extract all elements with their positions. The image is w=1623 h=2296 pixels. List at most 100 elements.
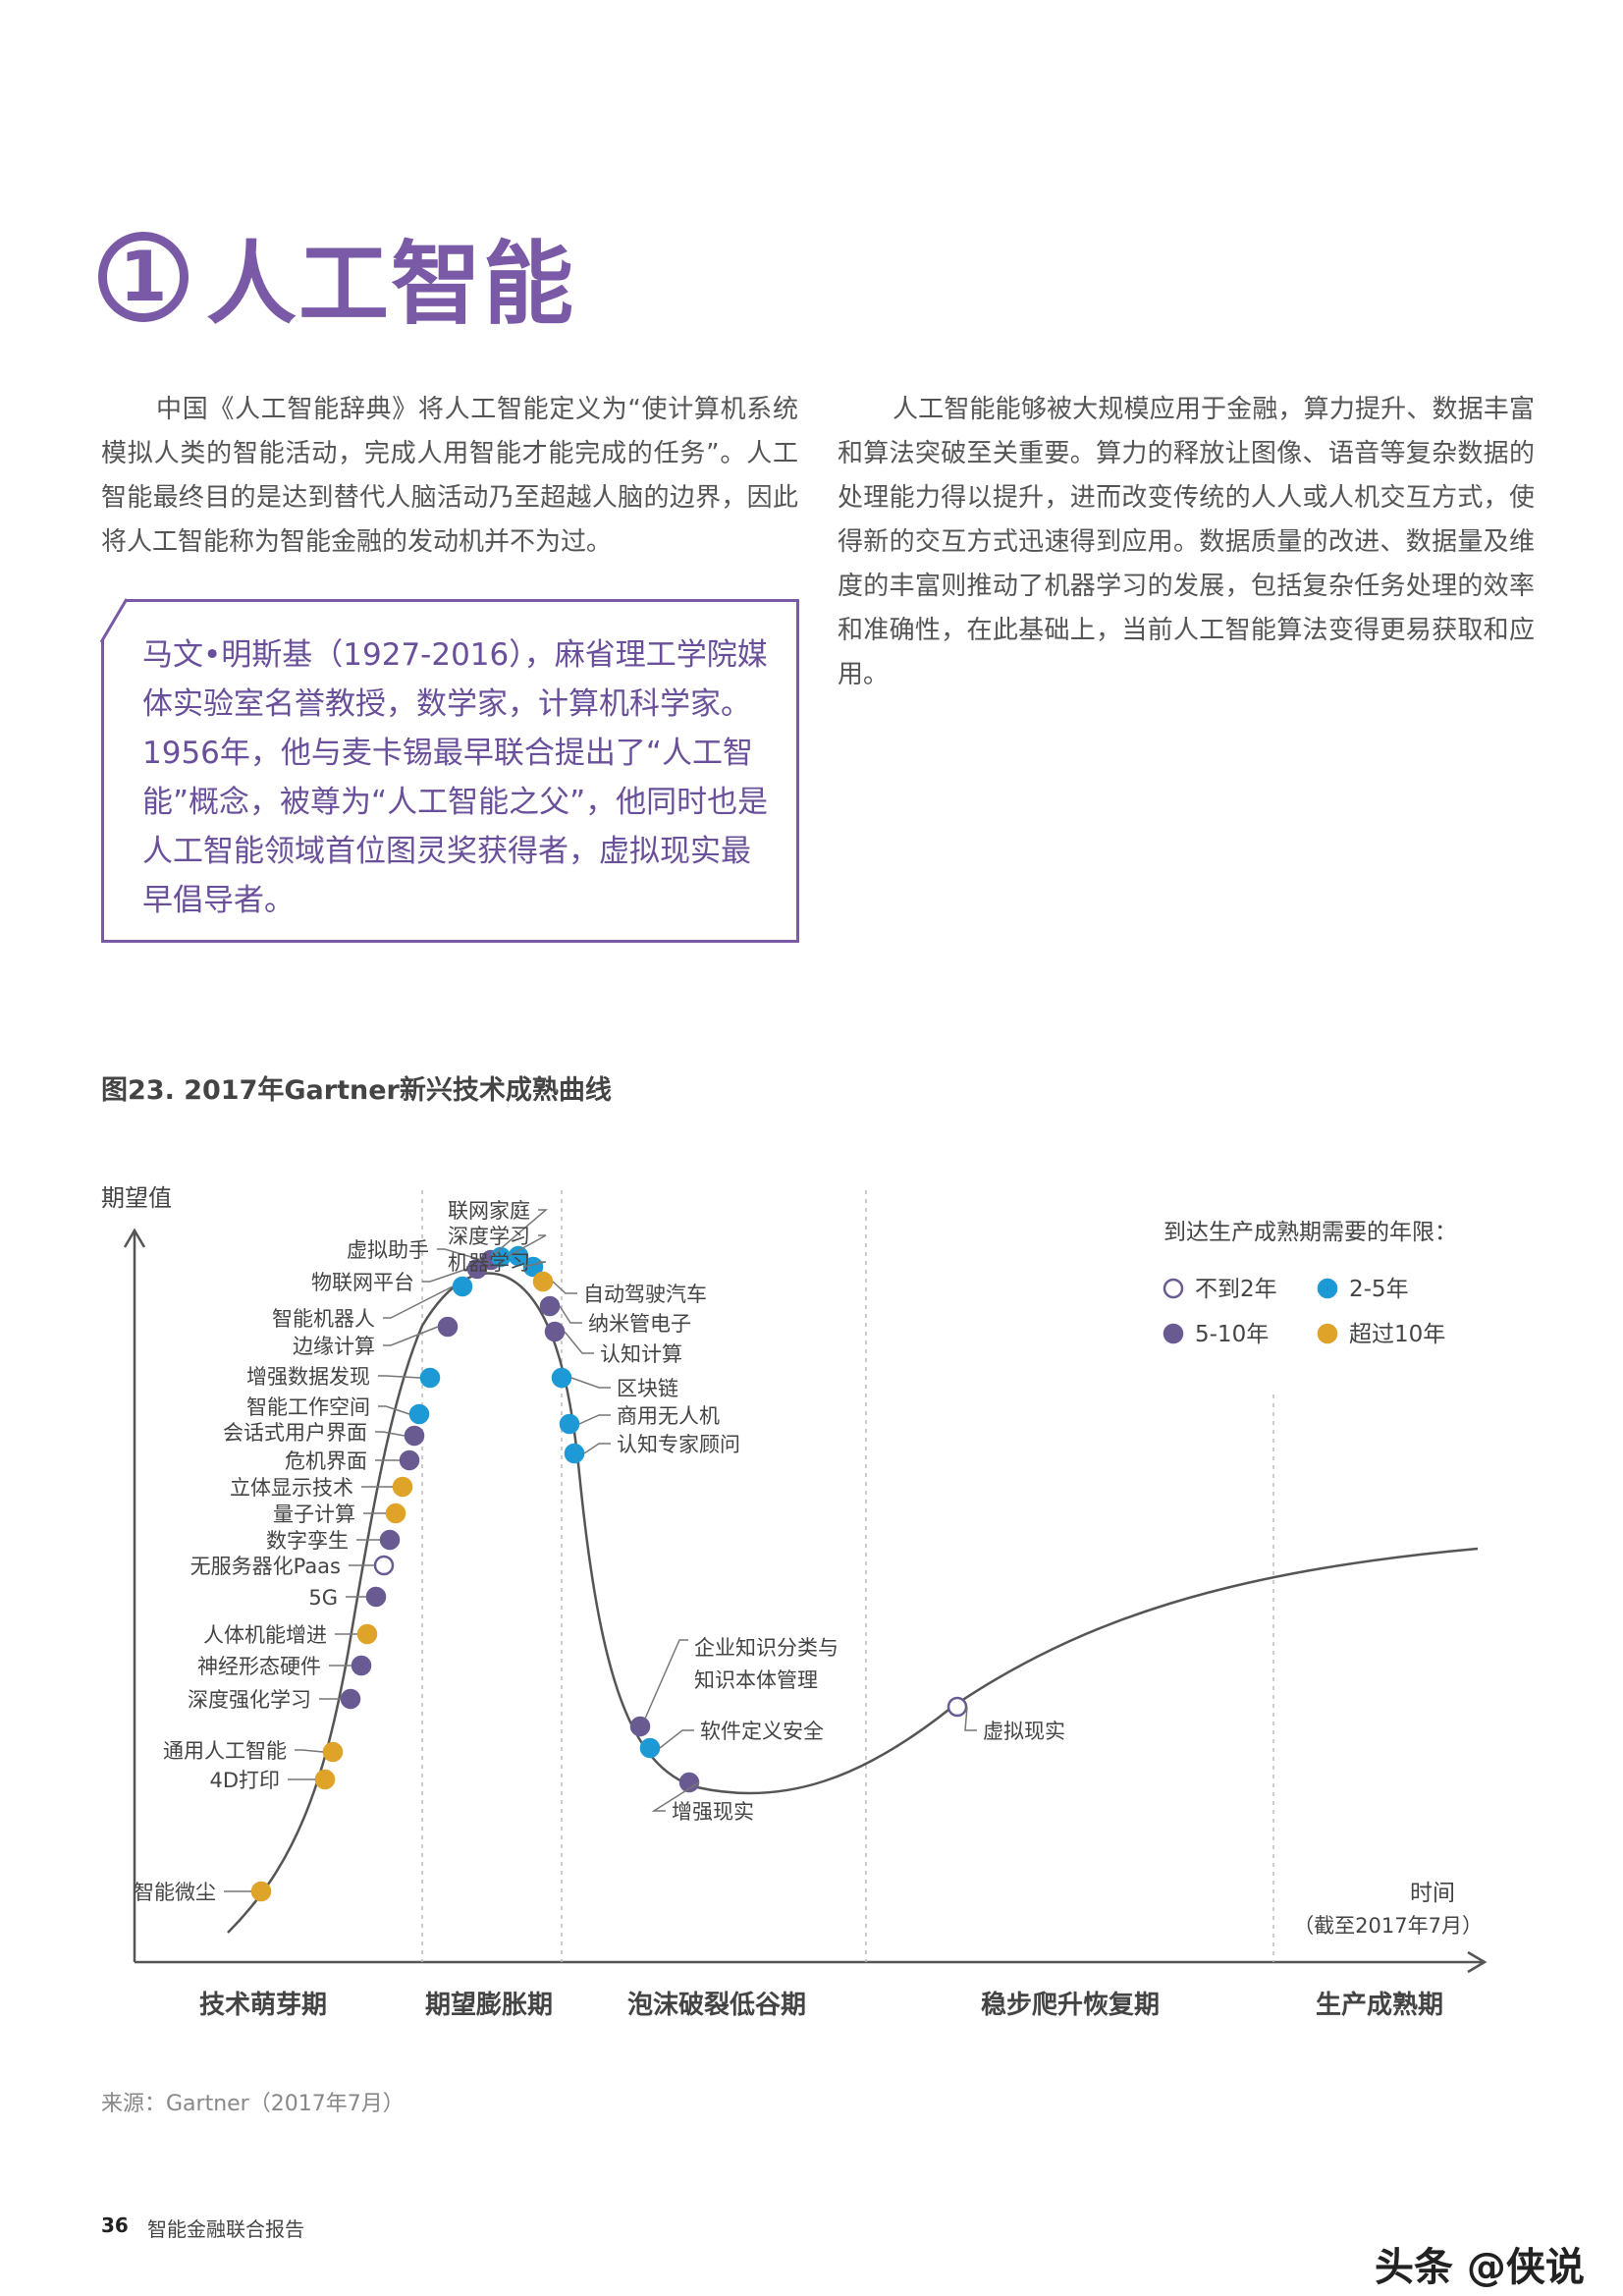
point-label: 量子计算 — [273, 1503, 355, 1526]
point-label: 知识本体管理 — [694, 1668, 818, 1692]
watermark: 头条 @侠说 — [1375, 2245, 1585, 2290]
point-label: 软件定义安全 — [700, 1720, 824, 1743]
phase-label: 生产成熟期 — [1316, 1990, 1443, 2020]
point-label: 增强数据发现 — [246, 1365, 370, 1389]
point-marker — [452, 1276, 473, 1297]
point-label: 智能机器人 — [272, 1307, 375, 1331]
legend-label: 超过10年 — [1349, 1322, 1445, 1347]
leader-line — [437, 1248, 482, 1261]
section-heading: 人工智能 — [206, 232, 576, 337]
legend-marker — [1163, 1278, 1184, 1299]
point-marker — [544, 1321, 566, 1342]
phase-label: 技术萌芽期 — [199, 1991, 327, 2020]
point-label: 通用人工智能 — [163, 1739, 287, 1763]
bio-box — [101, 599, 799, 943]
leader-line — [375, 1431, 406, 1437]
section-title: 1 人工智能 — [98, 211, 575, 342]
point-marker — [392, 1476, 413, 1498]
section-number: 1 — [119, 236, 168, 317]
point-label: 深度学习 — [448, 1225, 530, 1248]
point-label: 数字孪生 — [266, 1529, 349, 1553]
point-label: 无服务器化Paas — [190, 1555, 341, 1578]
point-label: 商用无人机 — [617, 1404, 720, 1428]
point-marker — [250, 1881, 272, 1902]
point-marker — [365, 1586, 387, 1608]
point-marker — [356, 1623, 378, 1645]
point-label: 增强现实 — [672, 1800, 754, 1824]
leader-line — [578, 1414, 611, 1425]
point-label: 认知专家顾问 — [617, 1433, 740, 1456]
point-marker — [351, 1655, 372, 1676]
legend-marker — [1317, 1278, 1338, 1299]
leader-line — [651, 1781, 700, 1812]
intro-paragraph-right: 人工智能能够被大规模应用于金融，算力提升、数据丰富和算法突破至关重要。算力的释放… — [838, 395, 1535, 689]
point-label: 边缘计算 — [293, 1335, 375, 1358]
leader-line — [564, 1331, 594, 1354]
y-axis-label: 期望值 — [101, 1184, 172, 1212]
bio-box-corner — [99, 598, 129, 643]
point-marker — [340, 1688, 361, 1710]
point-marker — [639, 1737, 661, 1759]
leader-line — [295, 1749, 324, 1753]
point-marker — [314, 1769, 336, 1790]
point-label: 5G — [308, 1586, 338, 1610]
x-axis-label-note: （截至2017年7月） — [1293, 1914, 1483, 1938]
legend-label: 5-10年 — [1195, 1322, 1269, 1347]
point-marker — [408, 1403, 430, 1425]
point-marker — [947, 1696, 968, 1718]
legend-marker — [1163, 1323, 1184, 1344]
legend-label: 2-5年 — [1349, 1277, 1409, 1302]
point-marker — [399, 1449, 420, 1471]
leader-line — [508, 1234, 547, 1257]
point-marker — [385, 1503, 406, 1524]
legend-marker — [1317, 1323, 1338, 1344]
leader-line — [383, 1285, 454, 1319]
point-label: 认知计算 — [600, 1342, 682, 1366]
bio-text: 马文•明斯基（1927-2016），麻省理工学院媒体实验室名誉教授，数学家，计算… — [142, 637, 769, 918]
point-label: 虚拟助手 — [347, 1238, 429, 1262]
point-label: 自动驾驶汽车 — [583, 1283, 707, 1306]
point-label: 机器学习 — [448, 1251, 530, 1275]
point-label: 智能工作空间 — [246, 1395, 370, 1419]
leader-line — [570, 1377, 611, 1389]
leader-line — [583, 1443, 611, 1454]
point-label: 立体显示技术 — [230, 1476, 353, 1500]
point-label: 联网家庭 — [448, 1199, 530, 1223]
leader-line — [490, 1209, 549, 1258]
point-label: 物联网平台 — [311, 1271, 414, 1294]
leader-line — [522, 1261, 547, 1268]
legend-label: 不到2年 — [1195, 1277, 1277, 1302]
legend-title: 到达生产成熟期需要的年限： — [1163, 1220, 1457, 1245]
point-marker — [559, 1413, 580, 1435]
leader-line — [378, 1375, 421, 1379]
point-label: 虚拟现实 — [983, 1720, 1065, 1743]
phase-label: 泡沫破裂低谷期 — [627, 1991, 806, 2020]
point-marker — [532, 1271, 554, 1292]
point-marker — [404, 1425, 425, 1447]
hype-curve — [227, 1272, 1479, 1934]
page-number: 36 — [101, 2214, 129, 2237]
figure-source: 来源：Gartner（2017年7月） — [101, 2092, 405, 2116]
point-label: 危机界面 — [285, 1449, 367, 1473]
leader-line — [422, 1268, 468, 1283]
y-axis-arrow — [123, 1228, 146, 1248]
report-name: 智能金融联合报告 — [147, 2217, 304, 2241]
leader-line — [964, 1706, 977, 1731]
point-marker — [322, 1741, 344, 1763]
leader-line — [378, 1405, 410, 1415]
phase-label: 稳步爬升恢复期 — [981, 1990, 1160, 2020]
point-label: 智能微尘 — [134, 1881, 216, 1904]
phase-label: 期望膨胀期 — [425, 1991, 553, 2020]
x-axis-arrow — [1467, 1950, 1488, 1974]
figure-title: 图23. 2017年Gartner新兴技术成熟曲线 — [101, 1075, 612, 1106]
point-label: 纳米管电子 — [588, 1312, 691, 1336]
point-label: 深度强化学习 — [188, 1688, 311, 1712]
section-number-badge: 1 — [98, 231, 189, 322]
leader-line — [383, 1326, 439, 1346]
point-marker — [373, 1555, 395, 1576]
point-label: 人体机能增进 — [203, 1623, 327, 1647]
leader-line — [644, 1639, 688, 1720]
leader-line — [552, 1281, 577, 1294]
leader-line — [559, 1305, 582, 1324]
